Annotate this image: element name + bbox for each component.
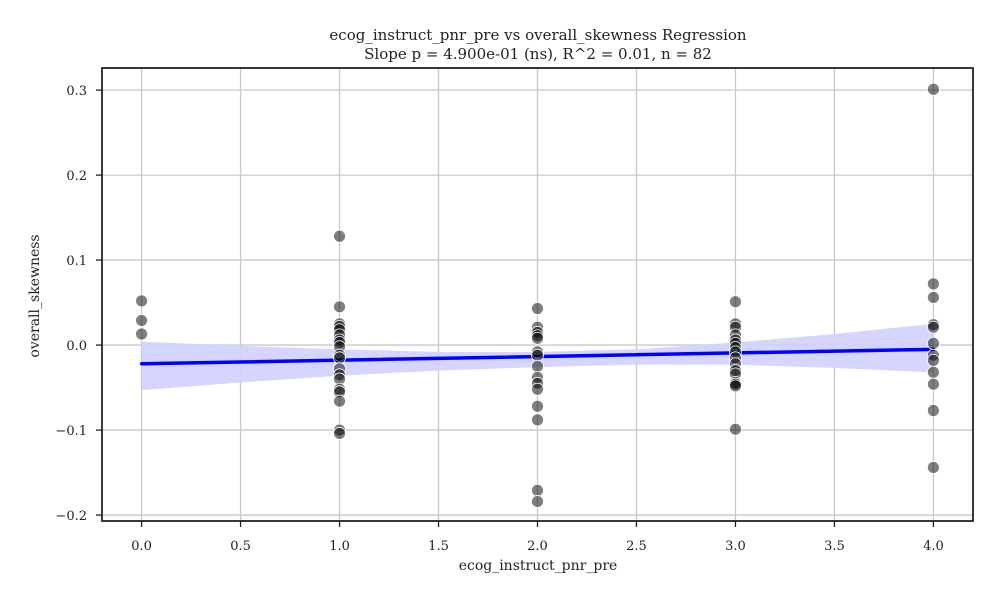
data-point bbox=[531, 484, 544, 497]
chart-title: ecog_instruct_pnr_pre vs overall_skewnes… bbox=[329, 26, 746, 44]
data-point bbox=[135, 314, 148, 327]
y-tick-label: 0.0 bbox=[66, 339, 87, 354]
y-tick-label: 0.1 bbox=[66, 254, 87, 269]
y-axis-ticks: −0.2 −0.1 0.0 0.1 0.2 0.3 bbox=[55, 84, 102, 524]
data-point bbox=[333, 229, 346, 243]
data-point bbox=[531, 348, 544, 362]
data-point bbox=[927, 377, 940, 391]
y-tick-label: −0.1 bbox=[55, 424, 87, 439]
x-tick-label: 3.5 bbox=[824, 539, 845, 554]
data-point bbox=[531, 413, 544, 427]
data-point bbox=[531, 399, 544, 413]
data-point bbox=[135, 294, 148, 308]
data-point bbox=[729, 379, 742, 393]
data-point bbox=[333, 300, 346, 314]
x-tick-label: 4.0 bbox=[923, 539, 944, 554]
data-point bbox=[729, 422, 742, 436]
data-point bbox=[927, 320, 940, 334]
data-point bbox=[927, 365, 940, 379]
data-point bbox=[927, 353, 940, 367]
x-axis-label: ecog_instruct_pnr_pre bbox=[459, 558, 618, 574]
chart-subtitle: Slope p = 4.900e-01 (ns), R^2 = 0.01, n … bbox=[364, 45, 712, 63]
data-point bbox=[333, 427, 346, 440]
data-point bbox=[729, 295, 742, 309]
y-tick-label: 0.2 bbox=[66, 169, 87, 184]
data-point bbox=[927, 277, 940, 291]
data-point bbox=[927, 82, 940, 96]
data-point bbox=[531, 359, 544, 373]
data-point bbox=[927, 404, 940, 417]
x-tick-label: 1.5 bbox=[428, 539, 449, 554]
data-point bbox=[531, 382, 544, 396]
x-tick-label: 0.5 bbox=[230, 539, 251, 554]
x-tick-label: 1.0 bbox=[329, 539, 350, 554]
x-tick-label: 0.0 bbox=[131, 539, 152, 554]
data-point bbox=[531, 495, 544, 508]
data-point bbox=[927, 291, 940, 304]
x-tick-label: 2.5 bbox=[626, 539, 647, 554]
x-axis-ticks: 0.0 0.5 1.0 1.5 2.0 2.5 3.0 3.5 4.0 bbox=[131, 521, 944, 554]
data-point bbox=[333, 394, 346, 408]
data-point bbox=[927, 461, 940, 474]
grid-lines bbox=[102, 68, 973, 521]
y-axis-label: overall_skewness bbox=[27, 234, 43, 357]
x-tick-label: 2.0 bbox=[527, 539, 548, 554]
y-tick-label: −0.2 bbox=[55, 509, 87, 524]
scatter-points bbox=[135, 82, 940, 508]
data-point bbox=[531, 331, 544, 345]
data-point bbox=[135, 327, 148, 341]
data-point bbox=[333, 351, 346, 365]
data-point bbox=[531, 302, 544, 315]
data-point bbox=[927, 336, 940, 350]
x-tick-label: 3.0 bbox=[725, 539, 746, 554]
y-tick-label: 0.3 bbox=[66, 84, 87, 99]
